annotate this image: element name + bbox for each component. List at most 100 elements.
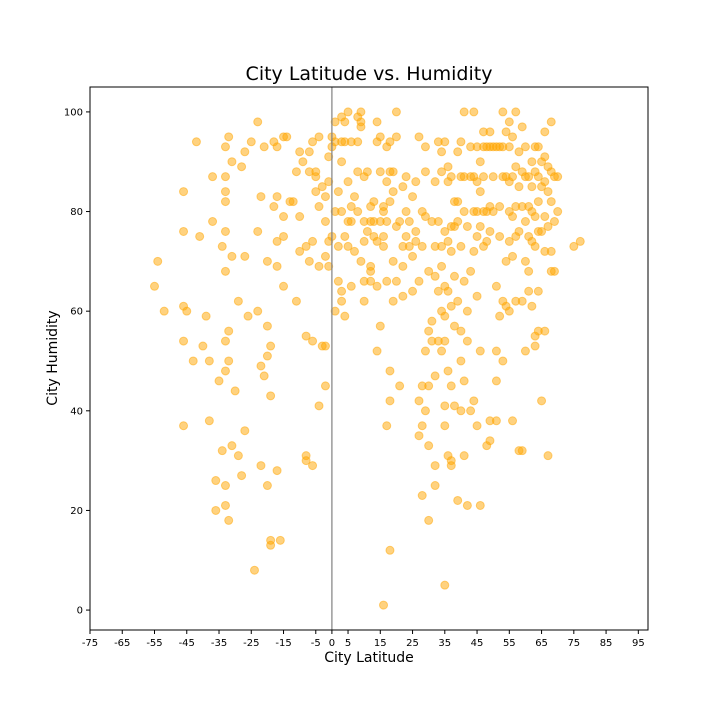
data-point — [372, 117, 382, 127]
data-point — [279, 231, 289, 241]
x-tick-label: 25 — [406, 638, 419, 649]
data-point — [514, 226, 524, 236]
data-point — [379, 202, 389, 212]
data-point — [366, 276, 376, 286]
data-point — [417, 421, 427, 431]
x-tick-label: 75 — [567, 638, 580, 649]
x-tick-label: 5 — [345, 638, 351, 649]
data-point — [279, 281, 289, 291]
data-point — [372, 346, 382, 356]
data-point — [311, 167, 321, 177]
data-point — [530, 341, 540, 351]
data-point — [359, 236, 369, 246]
data-point — [495, 231, 505, 241]
data-point — [382, 217, 392, 227]
data-point — [262, 481, 272, 491]
data-point — [498, 107, 508, 117]
data-point — [343, 241, 353, 251]
data-point — [485, 226, 495, 236]
x-tick-label: 0 — [329, 638, 335, 649]
data-point — [453, 147, 463, 157]
data-point — [459, 207, 469, 217]
data-point — [543, 221, 553, 231]
data-point — [511, 107, 521, 117]
data-point — [324, 152, 334, 162]
data-point — [508, 172, 518, 182]
data-point — [253, 117, 263, 127]
data-point — [540, 127, 550, 137]
data-point — [340, 311, 350, 321]
data-point — [179, 336, 189, 346]
data-point — [533, 286, 543, 296]
data-point — [391, 276, 401, 286]
data-point — [220, 500, 230, 510]
data-point — [343, 177, 353, 187]
x-tick-label: -75 — [82, 638, 98, 649]
data-point — [569, 241, 579, 251]
data-point — [440, 311, 450, 321]
x-tick-label: -45 — [179, 638, 195, 649]
data-point — [346, 202, 356, 212]
data-point — [220, 481, 230, 491]
y-axis-label: City Humidity — [45, 310, 61, 405]
data-point — [253, 306, 263, 316]
data-point — [269, 202, 279, 212]
data-point — [456, 326, 466, 336]
y-tick-label: 100 — [64, 107, 83, 118]
data-point — [259, 142, 269, 152]
data-point — [508, 251, 518, 261]
x-tick-label: 35 — [438, 638, 451, 649]
data-point — [272, 236, 282, 246]
data-point — [472, 177, 482, 187]
data-point — [308, 137, 318, 147]
data-point — [543, 187, 553, 197]
data-point — [362, 167, 372, 177]
x-tick-label: -55 — [146, 638, 162, 649]
data-point — [314, 202, 324, 212]
data-point — [320, 192, 330, 202]
data-point — [408, 251, 418, 261]
data-point — [298, 157, 308, 167]
data-point — [301, 241, 311, 251]
data-point — [433, 217, 443, 227]
data-point — [349, 192, 359, 202]
data-point — [546, 246, 556, 256]
data-point — [504, 142, 514, 152]
data-point — [272, 192, 282, 202]
data-point — [459, 276, 469, 286]
data-point — [537, 396, 547, 406]
data-point — [246, 137, 256, 147]
x-tick-label: 85 — [600, 638, 613, 649]
data-point — [220, 197, 230, 207]
data-point — [330, 306, 340, 316]
data-point — [546, 197, 556, 207]
data-point — [388, 187, 398, 197]
data-point — [549, 217, 559, 227]
data-point — [337, 207, 347, 217]
data-point — [414, 396, 424, 406]
x-axis-label: City Latitude — [324, 650, 414, 666]
data-point — [375, 321, 385, 331]
data-point — [237, 162, 247, 172]
data-point — [417, 490, 427, 500]
data-point — [395, 217, 405, 227]
data-point — [424, 441, 434, 451]
data-point — [243, 311, 253, 321]
data-point — [337, 296, 347, 306]
data-point — [208, 172, 218, 182]
data-point — [398, 291, 408, 301]
data-point — [440, 137, 450, 147]
data-point — [382, 177, 392, 187]
data-point — [540, 212, 550, 222]
data-point — [427, 316, 437, 326]
x-tick-label: -25 — [243, 638, 259, 649]
data-point — [214, 376, 224, 386]
data-point — [540, 326, 550, 336]
data-point — [220, 172, 230, 182]
data-point — [227, 441, 237, 451]
data-point — [266, 341, 276, 351]
data-point — [424, 515, 434, 525]
data-point — [195, 231, 205, 241]
data-point — [414, 132, 424, 142]
